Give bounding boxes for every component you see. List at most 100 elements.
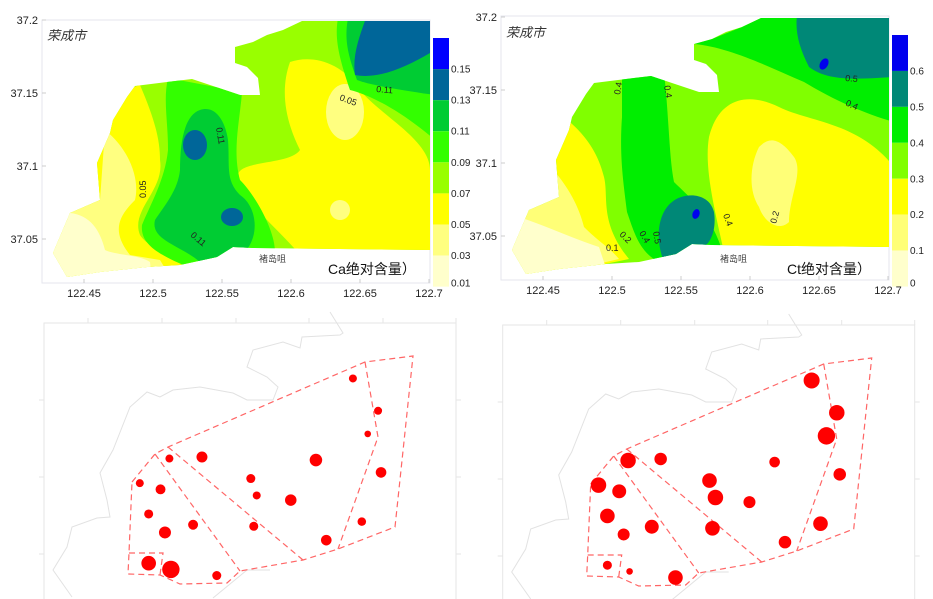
station-marker — [252, 491, 261, 500]
station-marker — [212, 571, 222, 581]
x-tick-label: 122.55 — [664, 285, 698, 297]
station-marker — [374, 406, 383, 415]
station-marker — [702, 473, 717, 488]
contour-label: 0.05 — [138, 180, 148, 198]
colorbar-label: 0.11 — [451, 127, 470, 138]
station-marker — [626, 568, 633, 575]
contour-label: 0.4 — [612, 81, 624, 95]
station-marker — [135, 479, 144, 488]
zone-boundary — [613, 455, 700, 574]
y-tick-label: 37.1 — [476, 158, 497, 170]
station-marker — [141, 555, 156, 571]
ca-contour-fills — [53, 21, 430, 277]
station-marker — [196, 451, 208, 463]
contour-label: 0.2 — [768, 210, 781, 225]
y-tick-label: 37.2 — [17, 15, 38, 27]
colorbar-label: 0.1 — [910, 246, 924, 257]
colorbar-label: 0.5 — [910, 102, 924, 113]
place-label: 褚岛咀 — [259, 253, 286, 264]
x-tick-label: 122.55 — [205, 288, 239, 300]
zone-boundary — [129, 552, 164, 576]
colorbar-swatch — [892, 142, 908, 179]
contour-label: 0.11 — [376, 84, 394, 95]
x-tick-label: 122.45 — [67, 288, 101, 300]
colorbar-label: 0.4 — [910, 138, 924, 149]
colorbar-label: 0.13 — [451, 96, 471, 107]
contour-label: 0.4 — [662, 85, 674, 99]
station-marker — [162, 560, 180, 579]
colorbar-label: 0.05 — [451, 220, 471, 231]
station-marker — [602, 560, 612, 570]
map-title: Ct绝对含量） — [787, 261, 871, 277]
station-marker — [144, 509, 154, 519]
contour-label: 0.11 — [214, 127, 227, 145]
x-tick-label: 122.65 — [802, 285, 836, 297]
colorbar-swatch — [433, 193, 449, 225]
station-marker — [817, 427, 836, 445]
colorbar-swatch — [433, 255, 449, 287]
x-tick-label: 122.6 — [277, 288, 305, 300]
ct-colorbar: 0.6 0.5 0.4 0.3 0.2 0.1 0 — [892, 35, 924, 290]
colorbar-swatch — [892, 214, 908, 251]
zone-boundary — [154, 453, 241, 572]
plot-frame — [502, 324, 916, 599]
station-marker — [155, 484, 166, 495]
station-marker — [769, 456, 780, 468]
station-marker — [668, 570, 683, 585]
station-marker — [364, 430, 372, 438]
zone-boundary — [337, 361, 379, 550]
y-tick-label: 37.1 — [17, 161, 38, 173]
station-marker — [612, 484, 627, 499]
ca-station-map — [39, 311, 461, 599]
ca-colorbar: 0.15 0.13 0.11 0.09 0.07 0.05 0.03 0.01 — [433, 38, 471, 290]
colorbar-swatch — [433, 69, 449, 101]
x-tick-label: 122.6 — [736, 285, 764, 297]
station-marker — [620, 452, 636, 469]
zone-boundary — [587, 554, 623, 578]
city-label: 荣成市 — [506, 25, 547, 41]
zone-boundary — [127, 355, 414, 585]
station-marker — [778, 535, 792, 549]
colorbar-swatch — [892, 70, 908, 107]
colorbar-label: 0 — [910, 279, 916, 290]
colorbar-swatch — [892, 35, 908, 71]
station-marker — [309, 453, 323, 467]
colorbar-label: 0.01 — [451, 279, 471, 290]
zone-boundary — [796, 363, 838, 552]
colorbar-label: 0.3 — [910, 174, 924, 185]
map-title: Ca绝对含量） — [328, 261, 416, 277]
station-marker — [375, 467, 387, 478]
ct-contour-fills — [512, 18, 889, 274]
station-marker — [829, 405, 845, 421]
station-marker — [590, 477, 607, 493]
colorbar-label: 0.07 — [451, 189, 471, 200]
colorbar-swatch — [433, 100, 449, 132]
colorbar-label: 0.6 — [910, 66, 924, 77]
station-marker — [743, 496, 756, 509]
colorbar-swatch — [433, 162, 449, 194]
colorbar-swatch — [892, 178, 908, 215]
y-tick-label: 37.15 — [469, 85, 497, 97]
x-tick-label: 122.5 — [598, 285, 626, 297]
colorbar-label: 0.03 — [451, 251, 471, 262]
contour-label: 0.4 — [721, 212, 735, 227]
zone-boundary — [167, 446, 304, 561]
station-marker — [158, 526, 171, 539]
zone-boundary — [626, 448, 763, 563]
contour-label: 0.1 — [606, 243, 619, 253]
colorbar-swatch — [433, 38, 449, 70]
station-marker — [165, 454, 174, 463]
contour-label: 0.4 — [844, 98, 860, 112]
colorbar-label: 0.2 — [910, 210, 924, 221]
station-marker — [320, 534, 332, 546]
y-tick-label: 37.05 — [10, 234, 38, 246]
station-marker — [600, 508, 615, 524]
colorbar-swatch — [892, 250, 908, 287]
y-tick-label: 37.2 — [476, 12, 497, 24]
ct-station-map — [497, 313, 920, 599]
x-tick-label: 122.7 — [415, 288, 443, 300]
place-label: 褚岛咀 — [720, 253, 747, 264]
ct-contour-map: 0.4 0.4 0.5 0.4 0.4 0.5 0.2 0.1 0.2 0.4 … — [469, 12, 924, 297]
station-marker — [707, 489, 724, 506]
contour-label: 0.5 — [845, 73, 858, 84]
